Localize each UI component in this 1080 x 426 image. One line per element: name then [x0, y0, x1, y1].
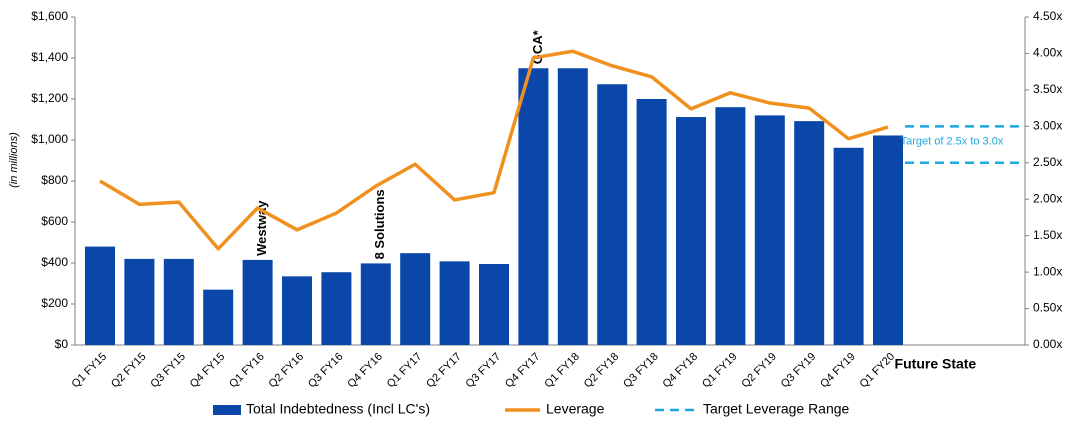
x-tick-label: Q2 FY18 [582, 351, 622, 391]
bar [794, 121, 825, 345]
y2-tick-label: 3.00x [1033, 119, 1062, 133]
x-tick-label: Future State [895, 356, 977, 372]
y-tick-label: $200 [41, 296, 68, 310]
y2-tick-label: 2.00x [1033, 191, 1062, 205]
y2-tick-label: 3.50x [1033, 82, 1062, 96]
x-tick-label: Q1 FY16 [227, 351, 267, 391]
y-tick-label: $600 [41, 214, 68, 228]
bar [321, 272, 352, 345]
bar [597, 84, 628, 346]
legend-label: Target Leverage Range [703, 401, 850, 417]
bar [360, 263, 391, 345]
bar [242, 259, 273, 345]
bar [479, 264, 509, 345]
bar [754, 115, 785, 346]
bar [203, 289, 234, 345]
y2-tick-label: 0.00x [1033, 337, 1062, 351]
x-tick-label: Q2 FY15 [109, 351, 149, 391]
x-tick-label: Q4 FY15 [188, 351, 228, 391]
x-tick-label: Q4 FY17 [503, 351, 543, 391]
y2-tick-label: 2.50x [1033, 155, 1062, 169]
bar [636, 99, 667, 345]
x-tick-label: Q2 FY17 [424, 351, 464, 391]
annotation: 8 Solutions [372, 189, 387, 259]
x-tick-label: Q3 FY16 [306, 351, 346, 391]
x-tick-label: Q1 FY17 [385, 351, 425, 391]
y-tick-label: $0 [55, 337, 69, 351]
x-tick-label: Q3 FY19 [779, 351, 819, 391]
y-tick-label: $800 [41, 173, 68, 187]
x-tick-label: Q4 FY19 [818, 351, 858, 391]
x-tick-label: Q2 FY16 [267, 351, 307, 391]
legend-label: Total Indebtedness (Incl LC's) [246, 401, 430, 417]
leverage-line [99, 49, 889, 251]
bar [439, 261, 470, 345]
y-tick-label: $400 [41, 255, 68, 269]
x-tick-label: Q2 FY19 [739, 351, 779, 391]
bar [163, 258, 194, 345]
y-axis-label: (in millions) [8, 132, 20, 188]
bar [676, 117, 706, 345]
x-tick-label: Q3 FY18 [621, 351, 661, 391]
x-tick-label: Q3 FY17 [464, 351, 504, 391]
y-tick-label: $1,000 [31, 132, 68, 146]
bar [557, 68, 588, 345]
y-tick-label: $1,200 [31, 91, 68, 105]
bar [85, 246, 115, 345]
bar [400, 253, 431, 345]
x-tick-label: Q1 FY20 [858, 351, 898, 391]
bar [873, 135, 903, 345]
bar [518, 68, 549, 345]
y2-tick-label: 4.00x [1033, 46, 1062, 60]
x-tick-label: Q1 FY15 [70, 351, 110, 391]
x-tick-label: Q1 FY18 [542, 351, 582, 391]
bar [833, 147, 864, 345]
y2-tick-label: 4.50x [1033, 9, 1062, 23]
legend-swatch [213, 405, 241, 415]
y2-tick-label: 1.00x [1033, 264, 1062, 278]
bar [282, 276, 312, 345]
target-label: Target of 2.5x to 3.0x [901, 135, 1004, 147]
legend-label: Leverage [546, 401, 605, 417]
y-tick-label: $1,600 [31, 9, 68, 23]
x-tick-label: Q3 FY15 [148, 351, 188, 391]
bar [715, 107, 746, 345]
y2-tick-label: 1.50x [1033, 228, 1062, 242]
bar [124, 258, 155, 345]
y-tick-label: $1,400 [31, 50, 68, 64]
x-tick-label: Q1 FY19 [700, 351, 740, 391]
x-tick-label: Q4 FY18 [661, 351, 701, 391]
x-tick-label: Q4 FY16 [345, 351, 385, 391]
y2-tick-label: 0.50x [1033, 301, 1062, 315]
